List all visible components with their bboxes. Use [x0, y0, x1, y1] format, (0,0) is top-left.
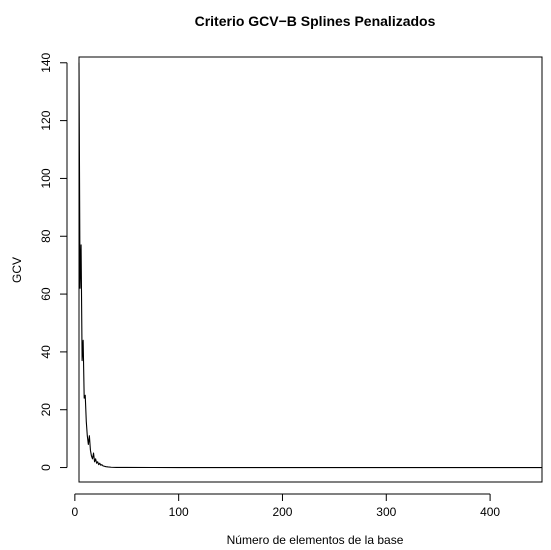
y-axis: 0 20 40 60 80 100 120 140: [39, 52, 68, 471]
x-axis-label: Número de elementos de la base: [227, 533, 404, 547]
y-axis-label: GCV: [10, 257, 24, 283]
x-tick-label: 200: [272, 505, 292, 519]
series-group: [78, 62, 542, 469]
y-tick-label: 0: [39, 464, 53, 471]
plot-frame: [78, 56, 543, 483]
y-tick-label: 40: [39, 345, 53, 359]
y-tick-label: 120: [39, 110, 53, 130]
x-tick-label: 0: [72, 505, 79, 519]
x-tick-label: 400: [480, 505, 500, 519]
y-tick-label: 100: [39, 168, 53, 188]
x-tick-label: 100: [169, 505, 189, 519]
y-tick-label: 80: [39, 229, 53, 243]
y-tick-label: 20: [39, 403, 53, 417]
chart-title: Criterio GCV−B Splines Penalizados: [195, 13, 436, 29]
x-tick-label: 300: [376, 505, 396, 519]
y-tick-label: 140: [39, 52, 53, 72]
y-tick-label: 60: [39, 287, 53, 301]
x-axis: 0 100 200 300 400: [72, 493, 500, 519]
series-line: [78, 62, 542, 469]
